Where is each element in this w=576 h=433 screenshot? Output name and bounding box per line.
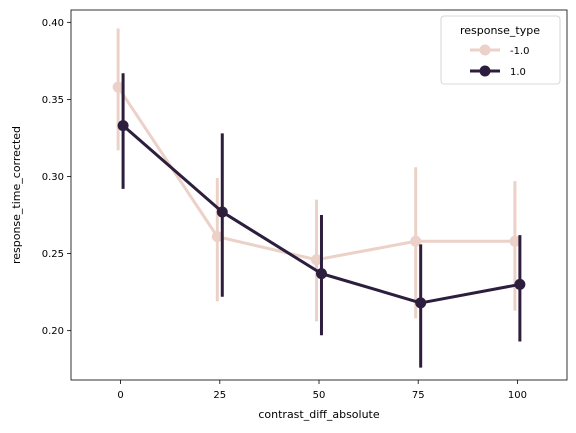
x-tick-label: 75 <box>412 390 425 401</box>
x-tick-label: 25 <box>213 390 226 401</box>
data-point <box>509 235 521 247</box>
x-axis: 0 25 50 75 100 <box>117 380 527 401</box>
series-1 <box>117 73 526 368</box>
y-axis: 0.20 0.25 0.30 0.35 0.40 <box>42 18 71 337</box>
data-point <box>514 278 526 290</box>
y-tick-label: 0.25 <box>42 249 64 260</box>
legend: response_type -1.0 1.0 <box>440 15 561 85</box>
data-point <box>410 235 422 247</box>
legend-title: response_type <box>460 24 540 37</box>
data-point <box>415 297 427 309</box>
legend-marker <box>479 44 491 56</box>
data-point <box>216 206 228 218</box>
y-axis-label: response_time_corrected <box>10 126 23 264</box>
x-tick-label: 0 <box>117 390 123 401</box>
data-point <box>311 254 323 266</box>
data-point <box>112 81 124 93</box>
data-point <box>211 231 223 243</box>
y-tick-label: 0.40 <box>42 18 64 29</box>
legend-box <box>440 15 561 85</box>
x-axis-label: contrast_diff_absolute <box>258 408 380 421</box>
legend-label: 1.0 <box>510 67 526 78</box>
legend-label: -1.0 <box>510 46 530 57</box>
series-0 <box>112 28 521 322</box>
y-tick-label: 0.20 <box>42 326 64 337</box>
data-point <box>315 268 327 280</box>
y-tick-label: 0.35 <box>42 95 64 106</box>
x-tick-label: 50 <box>313 390 326 401</box>
y-tick-label: 0.30 <box>42 172 64 183</box>
data-point <box>117 120 129 132</box>
legend-marker <box>479 65 491 77</box>
x-tick-label: 100 <box>508 390 527 401</box>
series-layer <box>112 28 526 368</box>
